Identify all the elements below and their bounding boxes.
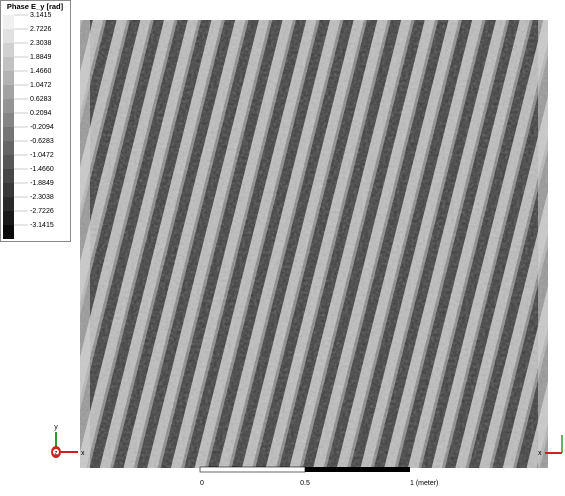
legend-swatch	[3, 211, 14, 225]
legend-swatch	[3, 71, 14, 85]
triad-x: x	[81, 450, 85, 457]
legend-label: 2.3038	[30, 40, 52, 47]
legend-label: 0.2094	[30, 110, 52, 117]
legend-swatch	[3, 225, 14, 239]
legend-swatch	[3, 183, 14, 197]
legend-swatch	[3, 57, 14, 71]
field-plot	[80, 20, 548, 468]
legend-swatch	[3, 85, 14, 99]
triad-z: z	[55, 451, 58, 457]
legend-label: -0.2094	[30, 124, 54, 131]
legend-swatch	[3, 127, 14, 141]
axis-triad: y z x	[51, 424, 85, 458]
legend-label: 2.7226	[30, 26, 52, 33]
legend-label: -2.7226	[30, 208, 54, 215]
legend-label: 3.1415	[30, 12, 52, 19]
legend-swatch	[3, 113, 14, 127]
legend-label: -3.1415	[30, 222, 54, 229]
legend-swatch	[3, 15, 14, 29]
legend-swatch	[3, 169, 14, 183]
legend-swatch	[3, 43, 14, 57]
legend-label: -1.8849	[30, 180, 54, 187]
scale-label: 0.5	[300, 480, 310, 487]
screen: Phase E_y [rad] 3.1415 2.7226 2.3038 1.8849…	[0, 0, 565, 491]
scale-label: 0	[200, 480, 204, 487]
legend-title: Phase E_y [rad]	[7, 2, 64, 11]
legend-label: -0.6283	[30, 138, 54, 145]
legend-swatch	[3, 29, 14, 43]
legend-swatch	[3, 155, 14, 169]
triad-x: x	[538, 450, 542, 457]
scale-label: 1 (meter)	[410, 480, 438, 487]
legend-label: 0.6283	[30, 96, 52, 103]
legend-label: 1.4660	[30, 68, 52, 75]
legend-label: 1.0472	[30, 82, 52, 89]
scale-bar: 0 0.5 1 (meter)	[200, 467, 438, 487]
legend-swatch	[3, 141, 14, 155]
legend-label: -1.4660	[30, 166, 54, 173]
legend-swatch	[3, 99, 14, 113]
legend-label: 1.8849	[30, 54, 52, 61]
triad-y: y	[54, 424, 58, 431]
legend-swatch	[3, 197, 14, 211]
legend: Phase E_y [rad] 3.1415 2.7226 2.3038 1.8849…	[1, 1, 71, 242]
legend-label: -1.0472	[30, 152, 54, 159]
legend-label: -2.3038	[30, 194, 54, 201]
